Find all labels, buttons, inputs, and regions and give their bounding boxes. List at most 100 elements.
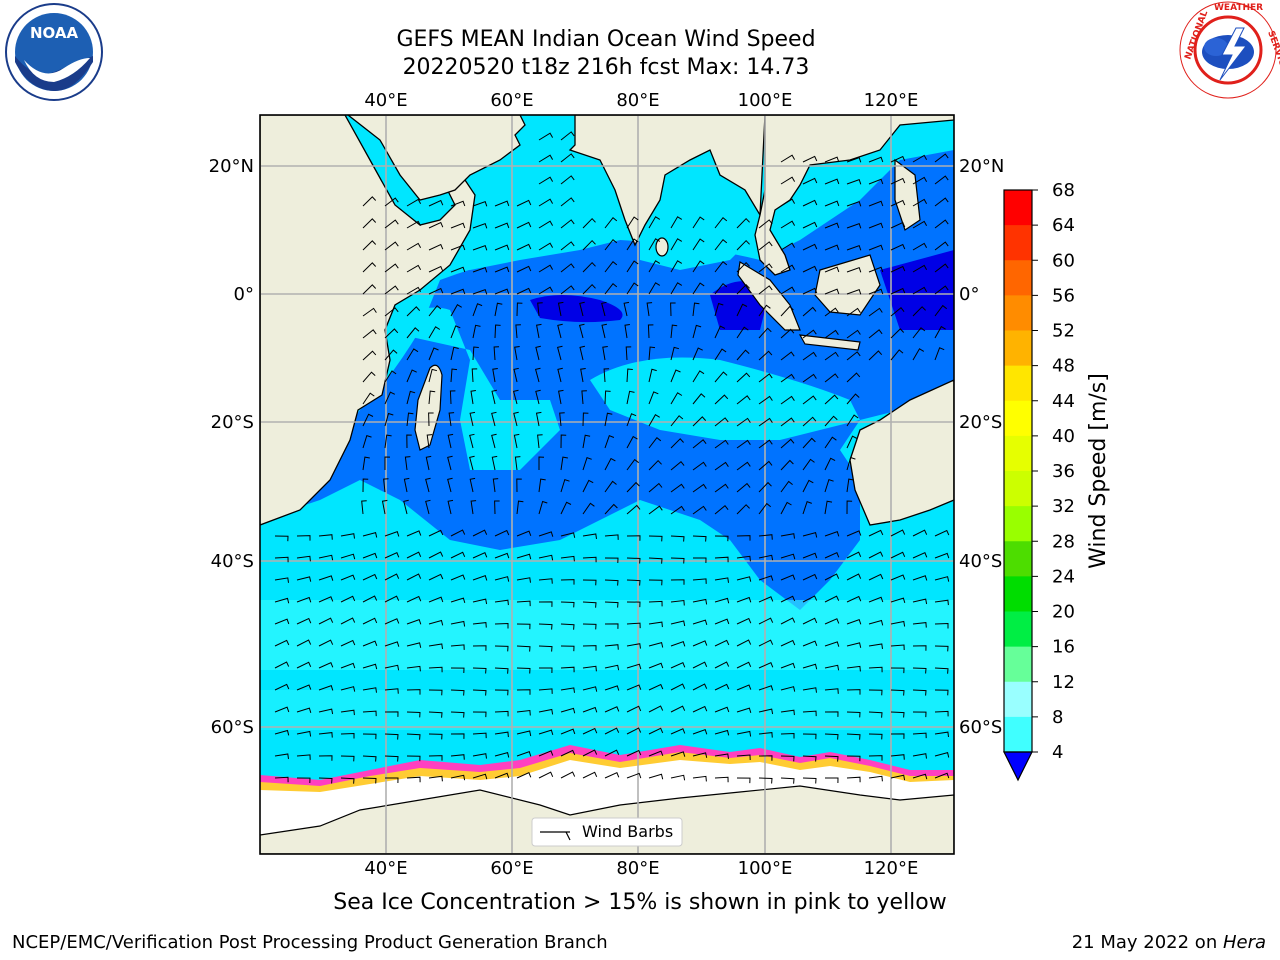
wind-barb [758, 755, 773, 761]
wind-barb [802, 395, 817, 405]
wind-barb [825, 777, 839, 784]
wind-barb [428, 390, 436, 405]
wind-barb [450, 266, 466, 273]
wind-barb [824, 711, 839, 717]
wind-barb [340, 639, 356, 647]
wind-barb [670, 751, 686, 757]
wind-barb [626, 282, 639, 295]
wind-barb [868, 755, 883, 761]
wind-barb [868, 551, 884, 559]
footer-machine: Hera [1222, 932, 1266, 953]
wind-barb [758, 481, 772, 493]
wind-barb [648, 346, 656, 361]
wind-barb [934, 622, 949, 629]
wind-barb [780, 220, 796, 229]
wind-barb [362, 284, 377, 295]
wind-barb [296, 576, 312, 582]
wind-barb [361, 500, 367, 515]
wind-barb [582, 665, 597, 672]
wind-barb [912, 348, 925, 361]
wind-barb [449, 390, 456, 405]
wind-barb [758, 554, 774, 561]
wind-barb [692, 238, 705, 251]
wind-barb [560, 771, 576, 779]
footer-date-text: 21 May 2022 on [1071, 932, 1223, 953]
wind-barb [780, 574, 796, 581]
wind-barb [362, 777, 377, 784]
wind-barb [472, 711, 487, 718]
wind-barb [538, 220, 554, 229]
wind-barb [384, 197, 399, 207]
wind-barb [604, 260, 618, 273]
wind-barb [846, 755, 861, 762]
wind-barb [582, 749, 598, 757]
wind-barb [846, 288, 862, 295]
wind-barb [340, 755, 355, 762]
wind-barb [406, 642, 422, 648]
wind-barb [648, 662, 664, 669]
wind-barbs [274, 131, 950, 784]
wind-barb [758, 241, 773, 251]
wind-barb [362, 710, 377, 717]
wind-barb [538, 456, 545, 470]
wind-barb [604, 503, 618, 515]
lon-labels-top: 40°E 60°E 80°E 100°E 120°E [364, 90, 918, 111]
lat-label-left: 20°S [211, 412, 254, 433]
wind-barb [450, 689, 465, 696]
wind-barb [406, 390, 416, 405]
wind-barb [428, 666, 443, 673]
wind-barb [538, 198, 554, 207]
wind-barb [736, 730, 752, 737]
wind-barb [447, 433, 454, 449]
wind-barb [802, 531, 818, 538]
colorbar-extension [1003, 751, 1033, 782]
wind-barb [736, 504, 750, 515]
wind-barb [736, 661, 752, 669]
wind-barb [491, 411, 497, 427]
wind-barb [714, 461, 729, 471]
wind-barb [846, 266, 862, 273]
wind-barb [515, 324, 521, 339]
wind-barb [604, 534, 619, 540]
wind-barb [934, 241, 949, 251]
wind-barb [692, 578, 707, 584]
wind-barb [556, 345, 563, 361]
wind-barb [846, 307, 861, 317]
wind-barb [448, 412, 455, 427]
wind-barb [384, 573, 400, 581]
wind-barb [537, 434, 543, 449]
wind-barb [404, 456, 411, 471]
wind-barb [406, 689, 421, 695]
wind-barb [450, 222, 466, 229]
wind-barb [670, 557, 685, 564]
wind-barb [560, 478, 570, 493]
wind-barb [802, 437, 816, 449]
wind-barb [714, 776, 729, 783]
wind-barb [802, 458, 815, 471]
wind-barb [450, 597, 466, 604]
wind-barb [626, 435, 638, 449]
wind-barb [560, 501, 572, 515]
wind-barb [428, 619, 444, 626]
wind-barb [494, 288, 510, 295]
wind-barb [758, 639, 774, 647]
wind-barb [406, 595, 422, 603]
wind-barb [846, 618, 862, 625]
colorbar-tick-label: 28 [1052, 531, 1075, 552]
wind-barb [384, 370, 397, 383]
wind-barb [450, 774, 466, 781]
wind-barb [626, 216, 639, 229]
wind-barb [714, 706, 730, 713]
wind-band-12-16-south [260, 600, 954, 670]
wind-barb [824, 200, 840, 207]
wind-barb [516, 689, 531, 695]
wind-barb [670, 641, 686, 647]
wind-barb [868, 288, 884, 295]
wind-barb [714, 483, 729, 493]
wind-barb [736, 754, 751, 761]
wind-barb [450, 346, 459, 361]
wind-barb [362, 240, 377, 251]
wind-barb [802, 687, 817, 693]
wind-barb [912, 286, 928, 295]
colorbar-band [1004, 435, 1032, 472]
